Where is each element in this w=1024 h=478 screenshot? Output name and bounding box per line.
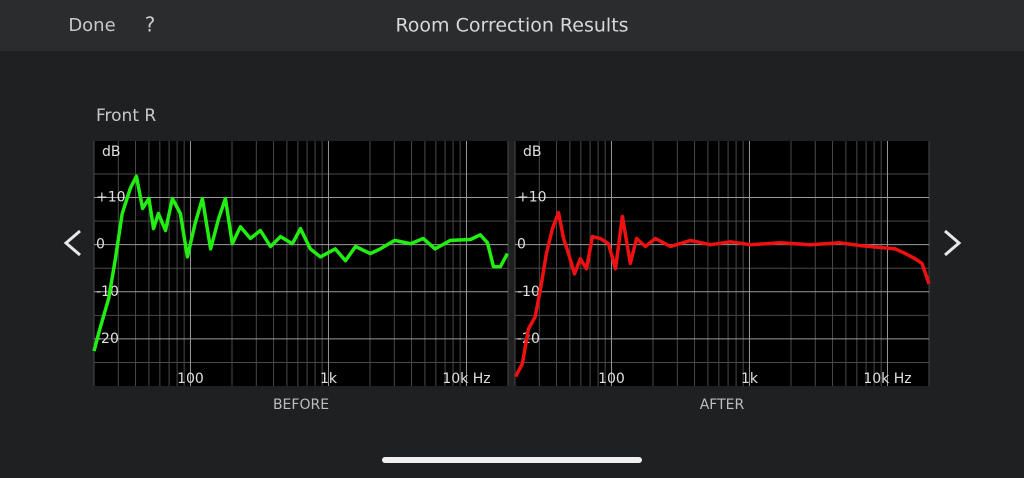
- y-tick-label: +10: [517, 190, 547, 206]
- chart-caption: AFTER: [700, 397, 745, 413]
- x-tick-label: 1k: [320, 371, 338, 387]
- x-tick-label: 100: [598, 371, 625, 387]
- y-tick-label: +10: [96, 190, 126, 206]
- chart-caption: BEFORE: [273, 397, 329, 413]
- y-tick-label: 0: [517, 237, 526, 253]
- page-title: Room Correction Results: [395, 15, 628, 37]
- y-tick-label: 0: [96, 237, 105, 253]
- done-button[interactable]: Done: [68, 15, 115, 36]
- response-curve: [92, 174, 509, 352]
- y-axis-label: dB: [102, 144, 121, 160]
- help-button[interactable]: ?: [145, 13, 156, 37]
- x-tick-label: 10k Hz: [863, 371, 911, 387]
- home-indicator: [382, 457, 642, 463]
- top-bar: [0, 0, 1024, 51]
- y-axis-label: dB: [523, 144, 542, 160]
- next-arrow[interactable]: [944, 229, 962, 257]
- plot-area: [94, 141, 508, 386]
- y-tick-label: -10: [517, 284, 540, 300]
- response-curve: [514, 210, 931, 378]
- x-tick-label: 1k: [741, 371, 759, 387]
- y-tick-label: -10: [96, 284, 119, 300]
- x-tick-label: 10k Hz: [442, 371, 490, 387]
- speaker-name: Front R: [96, 106, 156, 126]
- y-tick-label: -20: [96, 331, 119, 347]
- previous-arrow[interactable]: [63, 229, 81, 257]
- x-tick-label: 100: [177, 371, 204, 387]
